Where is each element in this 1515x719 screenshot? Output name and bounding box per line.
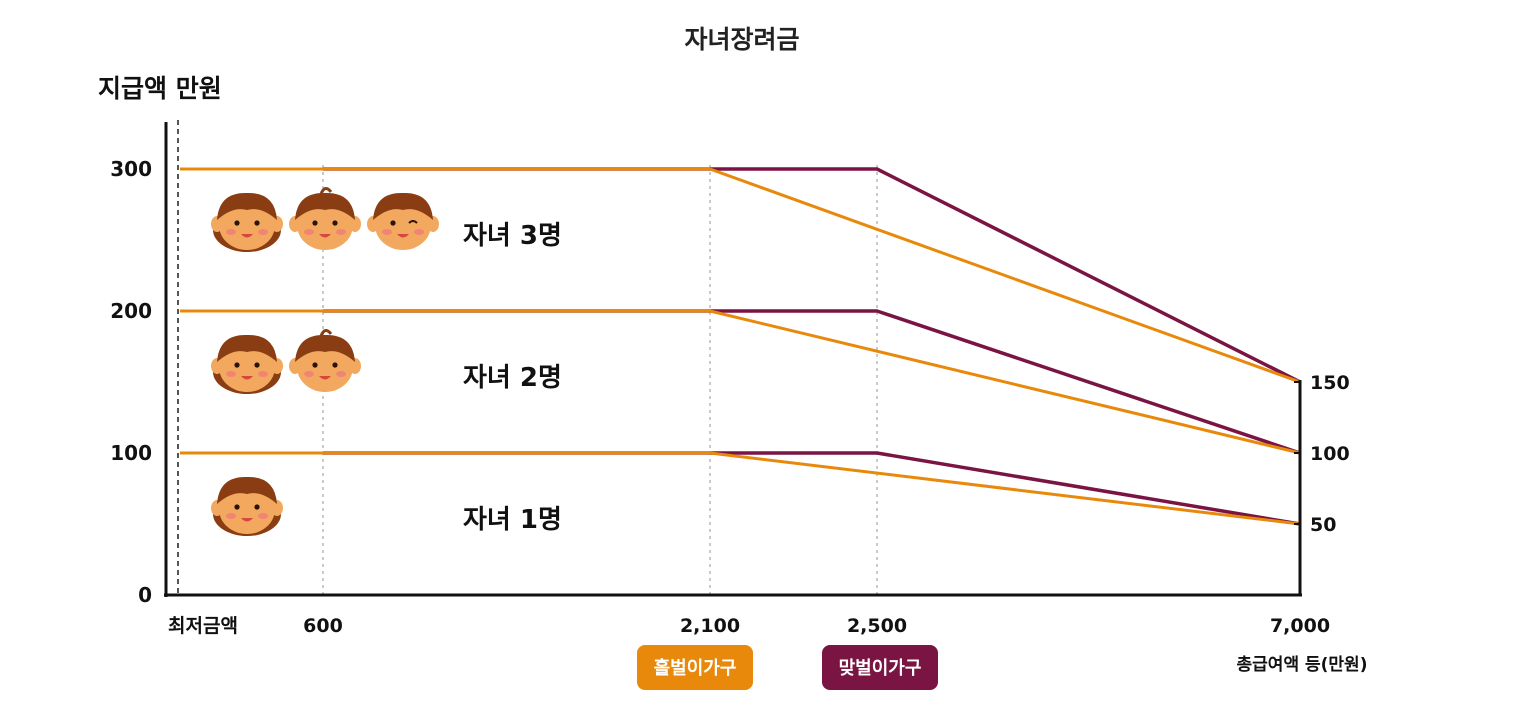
- series-lines: [180, 167, 1301, 526]
- x-tick-label: 2,500: [847, 615, 907, 637]
- x-axis-label: 총급여액 등(만원): [1237, 655, 1368, 675]
- child-face-icon: [289, 329, 361, 392]
- series-line-single-자녀3명: [180, 167, 1301, 384]
- y-axis-label: 지급액 만원: [98, 74, 222, 103]
- legend-label: 맞벌이가구: [839, 658, 922, 679]
- right-tick-label: 150: [1310, 372, 1350, 394]
- axes: [164, 122, 1302, 597]
- right-tick-label: 50: [1310, 514, 1336, 536]
- legend-label: 홀벌이가구: [654, 657, 737, 679]
- children-count-label: 자녀 3명: [463, 221, 562, 251]
- child-face-icon: [211, 192, 283, 252]
- tick-labels: 0 100 200 300 150 100 50 최저금액 600 2,100 2,500 7,000: [110, 157, 1349, 637]
- children-count-label: 자녀 1명: [463, 505, 562, 535]
- child-face-icon: [211, 476, 283, 536]
- series-line-dual-자녀3명: [323, 167, 1301, 384]
- legend: 홀벌이가구 맞벌이가구: [637, 645, 938, 690]
- series-line-single-자녀2명: [180, 309, 1301, 455]
- legend-item: 맞벌이가구: [822, 645, 938, 690]
- children-illustrations: [211, 187, 439, 536]
- series-line-single-자녀1명: [180, 451, 1301, 526]
- x-tick-label: 최저금액: [168, 615, 238, 637]
- children-count-label: 자녀 2명: [463, 363, 562, 393]
- x-tick-label: 2,100: [680, 615, 740, 637]
- x-tick-label: 600: [303, 615, 343, 637]
- child-face-icon: [211, 334, 283, 394]
- y-tick-label: 200: [110, 299, 152, 323]
- y-tick-label: 0: [138, 583, 152, 607]
- child-face-icon: [289, 187, 361, 250]
- chart-title: 자녀장려금: [684, 25, 799, 54]
- y-tick-label: 300: [110, 157, 152, 181]
- y-tick-label: 100: [110, 441, 152, 465]
- x-tick-label: 7,000: [1270, 615, 1330, 637]
- right-tick-label: 100: [1310, 443, 1350, 465]
- child-face-icon: [367, 192, 439, 250]
- legend-item: 홀벌이가구: [637, 645, 753, 690]
